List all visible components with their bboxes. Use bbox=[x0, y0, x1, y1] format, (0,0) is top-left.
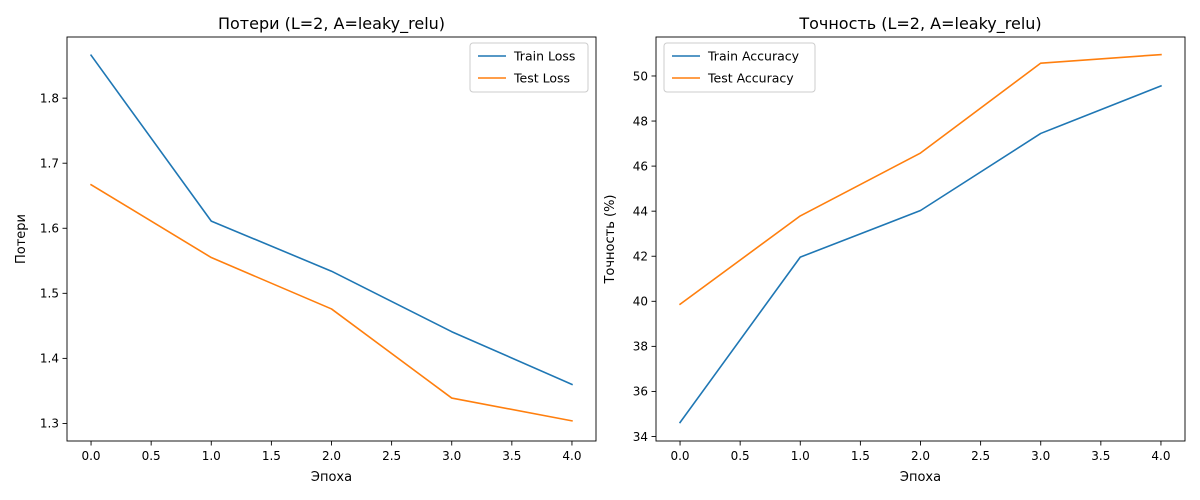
accuracy-legend-label-1: Train Accuracy bbox=[707, 49, 800, 64]
loss-y-tick-label: 1.5 bbox=[40, 287, 59, 301]
loss-x-axis-label: Эпоха bbox=[311, 470, 352, 485]
accuracy-x-tick-label: 3.0 bbox=[1031, 449, 1050, 463]
accuracy-x-axis-label: Эпоха bbox=[900, 470, 941, 485]
accuracy-legend-label-2: Test Accuracy bbox=[707, 71, 794, 86]
accuracy-x-tick-label: 2.0 bbox=[911, 449, 930, 463]
accuracy-x-tick-label: 0.5 bbox=[731, 449, 750, 463]
loss-legend-label-2: Test Loss bbox=[513, 71, 570, 86]
accuracy-y-tick-label: 34 bbox=[633, 430, 648, 444]
loss-x-tick-label: 1.5 bbox=[262, 449, 281, 463]
loss-x-tick-label: 0.0 bbox=[81, 449, 100, 463]
accuracy-x-tick-label: 4.0 bbox=[1151, 449, 1170, 463]
loss-x-tick-label: 1.0 bbox=[202, 449, 221, 463]
accuracy-series-line-2 bbox=[678, 53, 1162, 306]
accuracy-y-axis-label: Точность (%) bbox=[603, 194, 618, 284]
accuracy-y-tick-label: 38 bbox=[633, 340, 648, 354]
loss-y-tick-label: 1.7 bbox=[40, 157, 59, 171]
accuracy-x-tick-label: 1.5 bbox=[851, 449, 870, 463]
accuracy-x-tick-label: 1.0 bbox=[791, 449, 810, 463]
loss-y-tick-label: 1.6 bbox=[40, 222, 59, 236]
accuracy-chart-title: Точность (L=2, A=leaky_relu) bbox=[798, 14, 1041, 34]
loss-chart: Потери (L=2, A=leaky_relu) 0.0 0.5 1.0 1.5 2.… bbox=[14, 14, 597, 485]
accuracy-y-tick-label: 40 bbox=[633, 295, 648, 309]
loss-x-tick-label: 3.5 bbox=[502, 449, 521, 463]
accuracy-plot-frame bbox=[655, 36, 1186, 442]
loss-x-tick-label: 2.5 bbox=[382, 449, 401, 463]
loss-y-tick-label: 1.3 bbox=[40, 417, 59, 431]
loss-series-line-1 bbox=[89, 54, 574, 386]
accuracy-y-tick-label: 46 bbox=[633, 159, 648, 173]
accuracy-y-tick-label: 50 bbox=[633, 69, 648, 83]
accuracy-legend bbox=[663, 42, 816, 93]
loss-chart-title: Потери (L=2, A=leaky_relu) bbox=[218, 14, 445, 34]
accuracy-chart: Точность (L=2, A=leaky_relu) 0.0 0.5 1.0 1.5… bbox=[603, 14, 1186, 485]
loss-y-axis-label: Потери bbox=[14, 214, 29, 264]
loss-y-tick-label: 1.8 bbox=[40, 91, 59, 105]
accuracy-x-tick-label: 0.0 bbox=[670, 449, 689, 463]
loss-x-tick-label: 2.0 bbox=[322, 449, 341, 463]
loss-series-line-2 bbox=[89, 183, 573, 422]
accuracy-y-tick-label: 36 bbox=[633, 385, 648, 399]
accuracy-x-tick-label: 2.5 bbox=[971, 449, 990, 463]
accuracy-y-tick-label: 48 bbox=[633, 114, 648, 128]
loss-x-tick-label: 0.5 bbox=[142, 449, 161, 463]
accuracy-x-tick-label: 3.5 bbox=[1091, 449, 1110, 463]
loss-legend-label-1: Train Loss bbox=[513, 49, 575, 64]
accuracy-series-line-1 bbox=[678, 84, 1162, 424]
loss-y-tick-label: 1.4 bbox=[40, 352, 59, 366]
loss-x-tick-label: 4.0 bbox=[562, 449, 581, 463]
loss-x-tick-label: 3.0 bbox=[442, 449, 461, 463]
accuracy-y-tick-label: 42 bbox=[633, 250, 648, 264]
loss-plot-frame bbox=[66, 36, 597, 442]
accuracy-y-tick-label: 44 bbox=[633, 204, 648, 218]
